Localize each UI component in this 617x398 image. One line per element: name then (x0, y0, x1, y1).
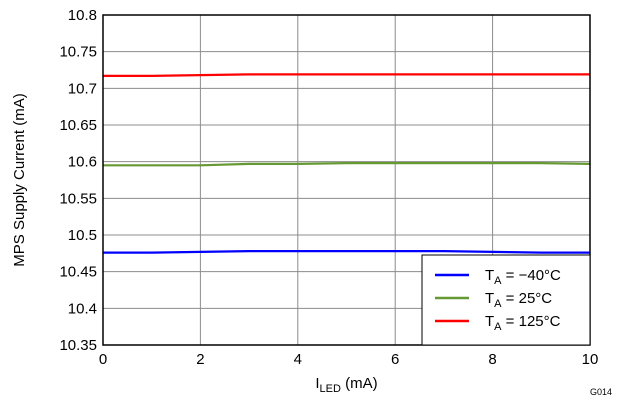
x-tick-label: 10 (582, 351, 599, 368)
y-tick-label: 10.45 (59, 264, 97, 281)
figure-id: G014 (590, 387, 612, 397)
legend-entry: TA = 125°C (485, 313, 561, 333)
y-tick-label: 10.75 (59, 44, 97, 61)
x-axis-label: ILED (mA) (315, 375, 377, 395)
x-tick-label: 6 (391, 351, 399, 368)
legend: TA = −40°C TA = 25°C TA = 125°C (421, 254, 591, 346)
y-axis-label: MPS Supply Current (mA) (11, 93, 28, 266)
x-tick-label: 8 (488, 351, 496, 368)
x-tick-label: 2 (196, 351, 204, 368)
y-tick-label: 10.7 (68, 80, 97, 97)
y-tick-label: 10.6 (68, 154, 97, 171)
y-tick-label: 10.5 (68, 227, 97, 244)
x-tick-labels: 0 2 4 6 8 10 (99, 351, 599, 368)
legend-entry: TA = −40°C (485, 267, 561, 287)
y-tick-labels: 10.35 10.4 10.45 10.5 10.55 10.6 10.65 10.7 10.7… (59, 7, 97, 354)
y-tick-label: 10.35 (59, 337, 97, 354)
y-tick-label: 10.4 (68, 300, 97, 317)
series-line (103, 250, 590, 254)
series-lines (103, 73, 591, 254)
grid (103, 15, 590, 345)
series-line (103, 162, 591, 167)
y-tick-label: 10.8 (68, 7, 97, 24)
x-axis-label-subscript: LED (320, 383, 341, 395)
x-tick-label: 0 (99, 351, 107, 368)
x-tick-label: 4 (294, 351, 302, 368)
series-line (103, 73, 590, 78)
x-axis-label-main: I (315, 375, 319, 392)
legend-box (421, 254, 591, 346)
x-axis-label-unit: (mA) (341, 375, 378, 392)
y-tick-label: 10.55 (59, 190, 97, 207)
y-tick-label: 10.65 (59, 117, 97, 134)
legend-entry: TA = 25°C (485, 290, 552, 310)
plot-frame (102, 14, 591, 346)
